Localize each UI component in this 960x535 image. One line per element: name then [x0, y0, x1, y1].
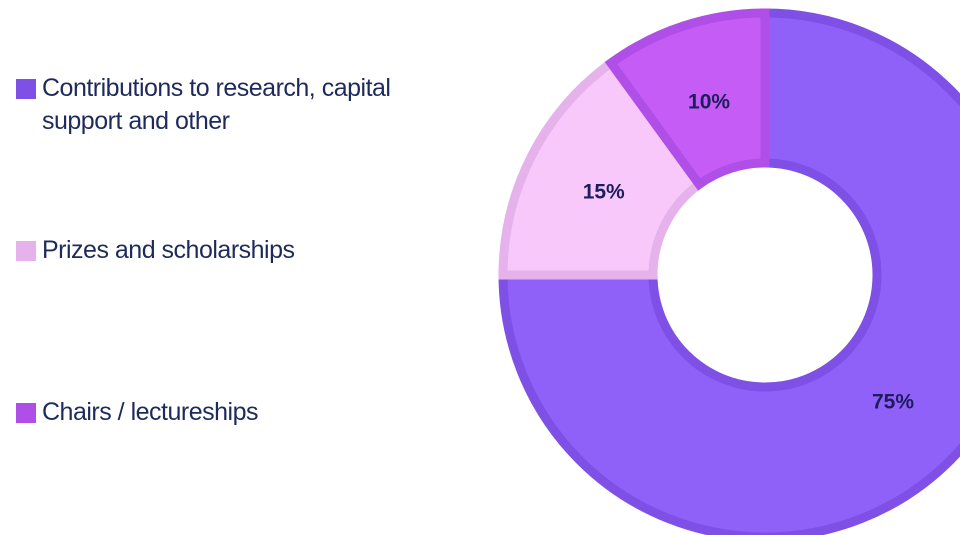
legend-label: Chairs / lectureships [42, 398, 258, 426]
legend-label: Contributions to research, capital suppo… [42, 74, 391, 135]
donut-segment [604, 8, 770, 191]
legend-swatch [16, 79, 36, 99]
data-label: 10% [688, 90, 730, 113]
donut-segment [498, 8, 960, 535]
legend-item: Contributions to research, capital suppo… [16, 72, 442, 138]
legend: Contributions to research, capital suppo… [16, 0, 456, 535]
data-label: 75% [872, 391, 914, 414]
legend-item: Chairs / lectureships [16, 396, 442, 429]
legend-swatch [16, 241, 36, 261]
legend-item: Prizes and scholarships [16, 234, 442, 267]
data-label: 15% [583, 180, 625, 203]
donut-segment [498, 56, 706, 280]
legend-swatch [16, 403, 36, 423]
legend-label: Prizes and scholarships [42, 236, 295, 264]
